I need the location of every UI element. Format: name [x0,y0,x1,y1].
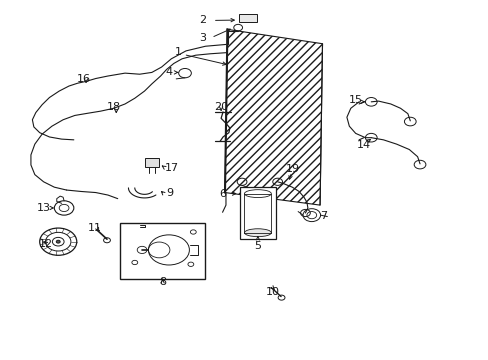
Text: 4: 4 [165,67,172,77]
Ellipse shape [244,190,271,198]
Text: 2: 2 [199,15,206,26]
Text: 12: 12 [39,239,53,249]
Circle shape [56,240,60,243]
Text: 17: 17 [165,163,179,173]
Text: 18: 18 [106,102,121,112]
Text: 19: 19 [285,163,300,174]
FancyBboxPatch shape [238,14,257,22]
Text: 15: 15 [348,95,362,105]
Text: 3: 3 [199,33,206,42]
Bar [239,187,276,239]
Text: 1: 1 [175,46,182,57]
Ellipse shape [244,229,271,237]
Text: 14: 14 [356,140,370,150]
Text: 20: 20 [214,102,228,112]
Text: 5: 5 [254,240,261,251]
Text: 8: 8 [159,277,166,287]
Text: 16: 16 [77,73,90,84]
Text: 13: 13 [37,203,50,213]
Bar [120,223,205,279]
Text: 10: 10 [265,287,279,297]
Bar [144,158,159,167]
Text: 7: 7 [319,211,326,221]
Text: 11: 11 [88,223,102,233]
Text: 6: 6 [219,189,226,199]
Text: 9: 9 [166,188,173,198]
